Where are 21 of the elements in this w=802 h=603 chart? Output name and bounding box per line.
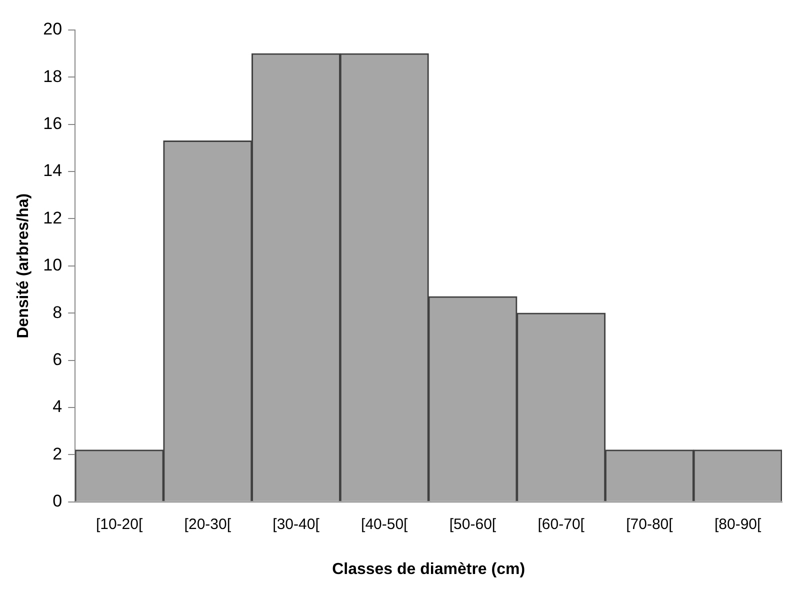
x-tick-label: [40-50[ — [361, 516, 409, 533]
y-tick-label: 8 — [52, 302, 62, 322]
y-tick-label: 20 — [43, 20, 62, 39]
x-tick-label: [50-60[ — [449, 516, 497, 533]
y-tick-label: 4 — [52, 397, 62, 416]
y-tick-label: 6 — [52, 350, 62, 369]
y-tick-label: 2 — [52, 444, 62, 464]
y-axis-title: Densité (arbres/ha) — [15, 193, 32, 338]
y-tick-label: 16 — [43, 114, 62, 134]
y-tick-label: 18 — [43, 66, 62, 86]
y-tick-label: 10 — [43, 256, 62, 275]
x-tick-label: [20-30[ — [184, 516, 232, 533]
x-tick-label: [30-40[ — [272, 516, 320, 533]
x-tick-label: [60-70[ — [538, 516, 586, 533]
y-tick-label: 12 — [43, 208, 62, 228]
x-tick-label: [70-80[ — [626, 516, 674, 533]
x-tick-label: [10-20[ — [96, 516, 144, 533]
y-tick-label: 0 — [52, 491, 62, 510]
y-tick-label: 14 — [43, 161, 62, 180]
x-tick-label: [80-90[ — [714, 516, 762, 533]
x-axis-title: Classes de diamètre (cm) — [332, 560, 526, 578]
